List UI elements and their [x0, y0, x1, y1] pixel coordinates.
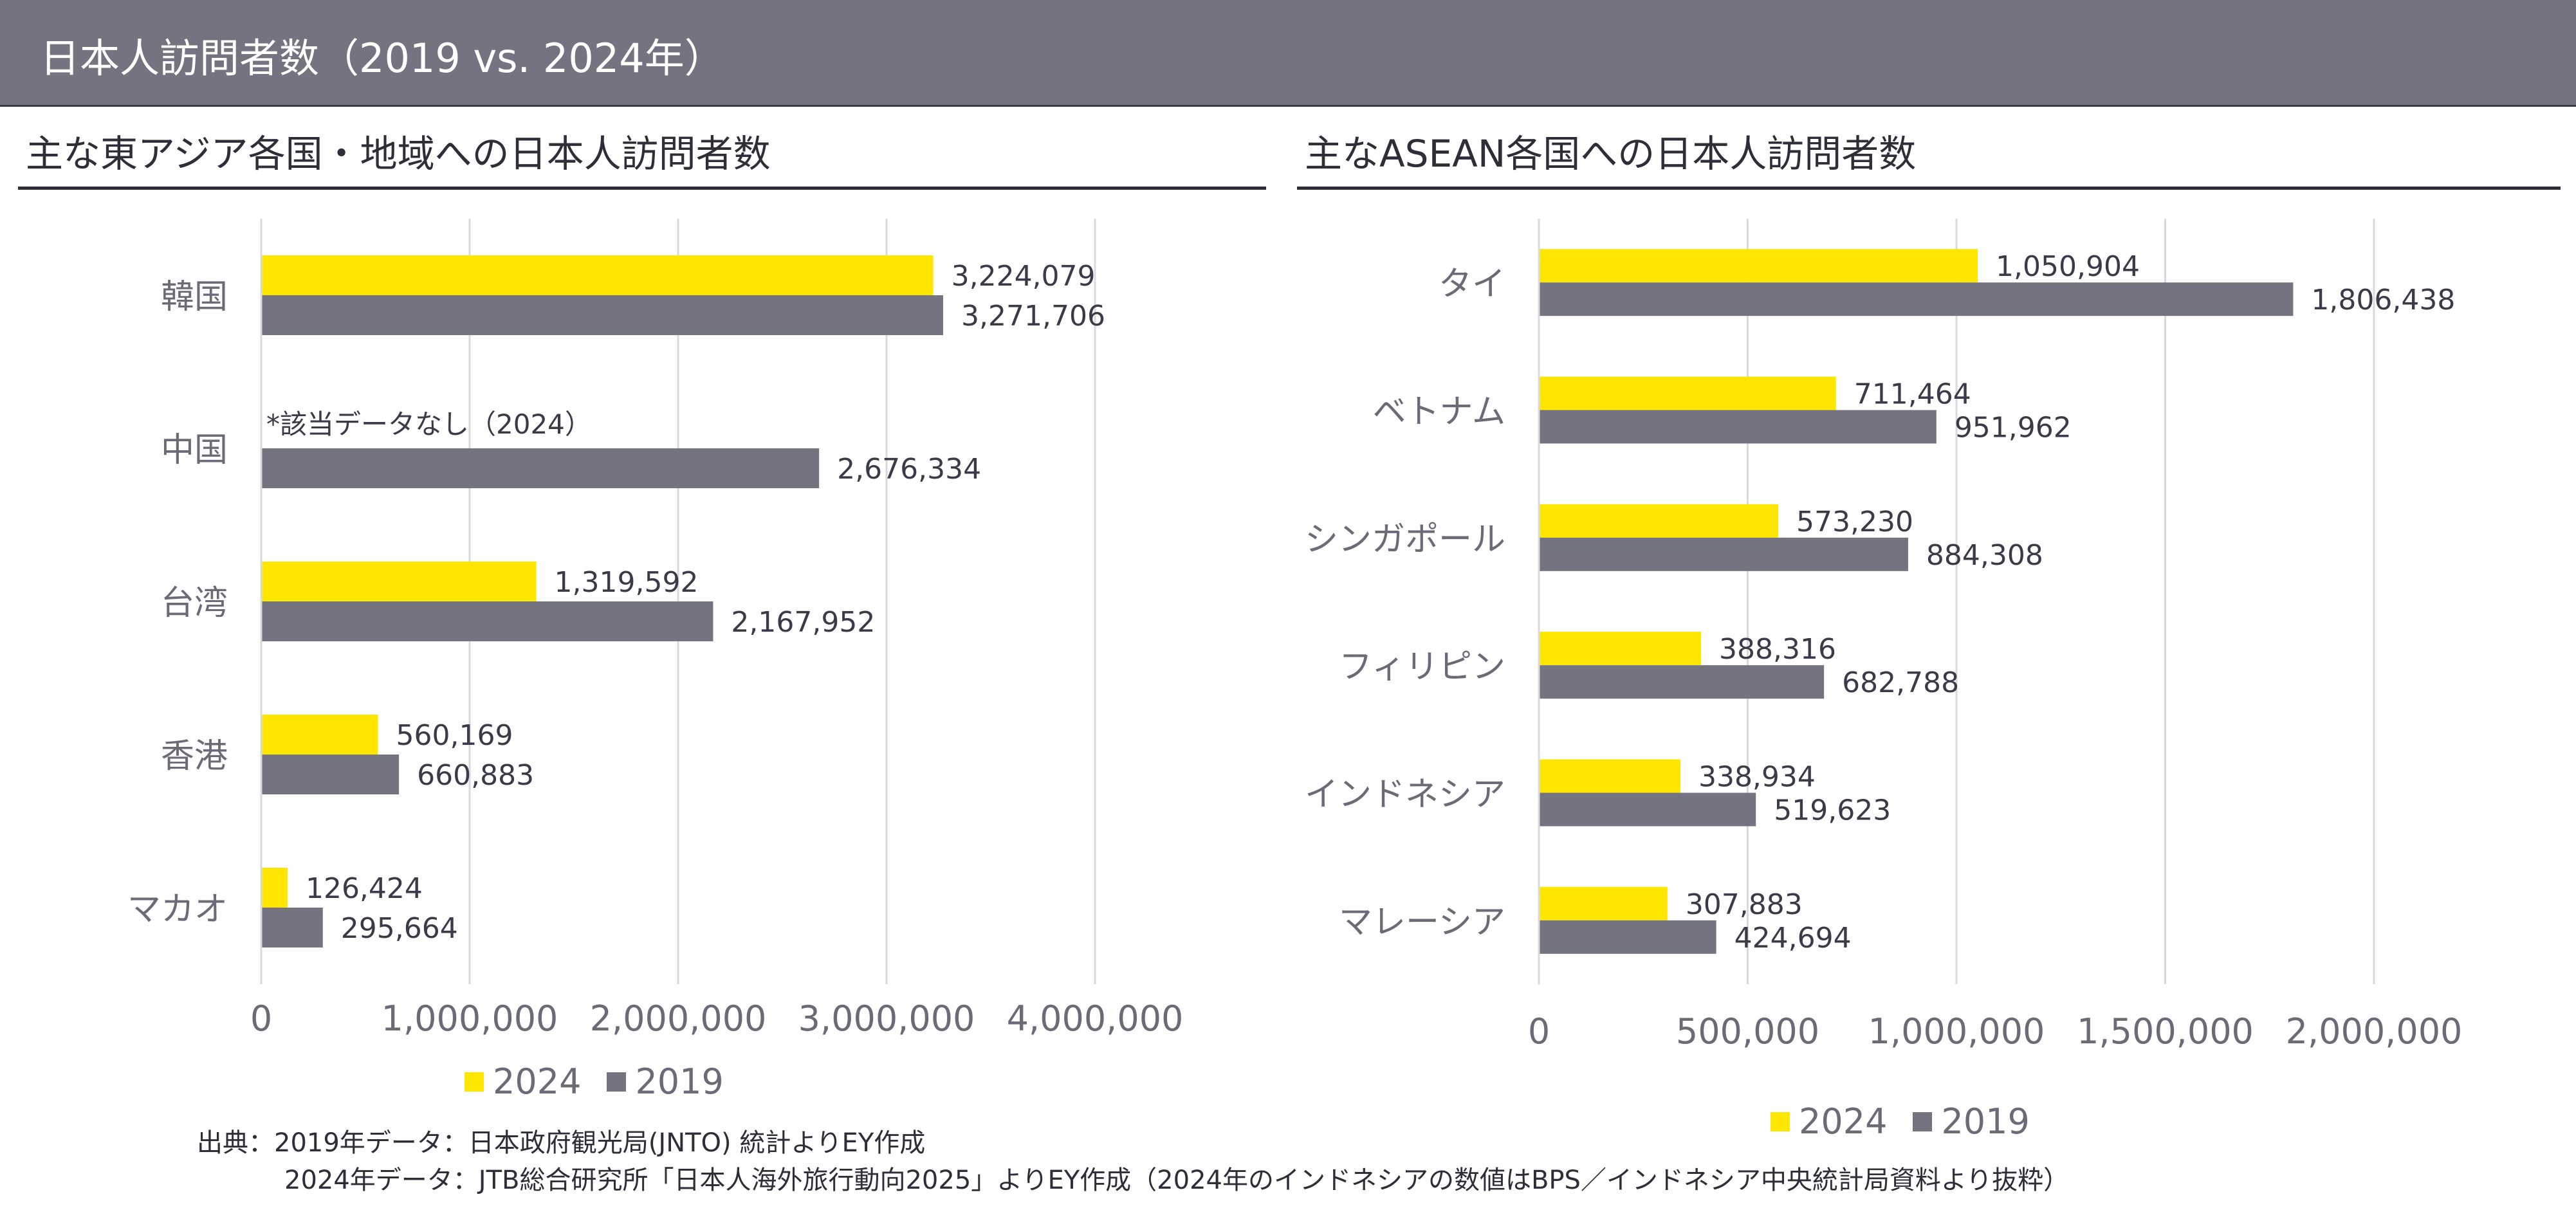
data-label-2019: 660,883 [417, 759, 534, 792]
bar-2024 [1539, 886, 1668, 920]
data-label-2019: 519,623 [1774, 794, 1891, 827]
bar-2024 [261, 255, 934, 295]
data-label-2024: 338,934 [1698, 761, 1816, 794]
page-title: 日本人訪問者数（2019 vs. 2024年） [40, 35, 724, 82]
bar-2019 [261, 601, 713, 641]
no-data-annotation: *該当データなし（2024） [266, 408, 592, 440]
bar-2024 [1539, 504, 1779, 538]
legend-label-2019: 2019 [635, 1061, 724, 1102]
category-label: 香港 [161, 737, 228, 776]
source-line-2: 2024年データ：JTB総合研究所「日本人海外旅行動向2025」よりEY作成（2… [284, 1166, 2070, 1195]
data-label-2024: 3,224,079 [952, 260, 1096, 293]
bar-2019 [1539, 920, 1716, 954]
bar-2024 [1539, 632, 1702, 666]
data-label-2024: 560,169 [396, 719, 513, 752]
legend-swatch-2019 [1913, 1112, 1933, 1131]
category-label: タイ [1439, 265, 1505, 304]
x-tick-label: 500,000 [1676, 1011, 1819, 1052]
data-label-2024: 126,424 [306, 872, 423, 905]
left-legend-2019: 2019 [607, 1061, 724, 1102]
bar-2024 [1539, 376, 1836, 410]
legend-swatch-2024 [465, 1072, 484, 1092]
legend-label-2019: 2019 [1941, 1101, 2030, 1142]
category-label: ベトナム [1373, 393, 1505, 432]
bar-2019 [261, 755, 400, 794]
data-label-2019: 3,271,706 [961, 300, 1105, 333]
bar-2019 [261, 908, 323, 947]
right-legend-2024: 2024 [1771, 1101, 1887, 1142]
x-tick-label: 0 [1528, 1011, 1550, 1052]
x-tick-label: 1,000,000 [382, 998, 558, 1039]
data-label-2024: 388,316 [1719, 633, 1836, 666]
bar-2024 [261, 562, 537, 601]
bar-2019 [1539, 410, 1937, 444]
data-label-2019: 2,167,952 [731, 606, 875, 639]
x-tick-label: 1,500,000 [2077, 1011, 2254, 1052]
legend-label-2024: 2024 [1799, 1101, 1888, 1142]
bar-2019 [1539, 282, 2294, 316]
data-label-2024: 1,319,592 [555, 566, 699, 599]
right-chart-subtitle: 主なASEAN各国への日本人訪問者数 [1305, 132, 1917, 176]
x-tick-label: 2,000,000 [590, 998, 767, 1039]
right-legend: 2024 2019 [1771, 1101, 2030, 1142]
data-label-2019: 424,694 [1734, 922, 1852, 955]
bar-2024 [261, 868, 288, 908]
data-label-2024: 711,464 [1854, 378, 1971, 411]
legend-swatch-2019 [607, 1072, 627, 1092]
bar-2024 [1539, 249, 1978, 283]
x-tick-label: 2,000,000 [2286, 1011, 2463, 1052]
category-label: フィリピン [1339, 648, 1505, 686]
category-label: シンガポール [1305, 520, 1505, 559]
data-label-2019: 951,962 [1955, 412, 2072, 444]
right-legend-2019: 2019 [1913, 1101, 2030, 1142]
data-label-2019: 884,308 [1926, 539, 2043, 572]
category-label: インドネシア [1305, 776, 1505, 814]
data-label-2019: 2,676,334 [837, 453, 981, 486]
category-label: 台湾 [161, 584, 228, 623]
category-label: マカオ [127, 890, 228, 929]
left-legend: 2024 2019 [465, 1061, 724, 1102]
data-label-2019: 295,664 [341, 912, 458, 945]
data-label-2024: 307,883 [1686, 888, 1803, 921]
asean-bar-chart: 0 500,000 1,000,000 1,500,000 2,000,000 タイ 1,0… [1305, 219, 2463, 1052]
data-label-2024: 573,230 [1796, 506, 1913, 538]
bar-2019 [261, 295, 944, 335]
x-tick-label: 4,000,000 [1007, 998, 1184, 1039]
x-tick-label: 0 [250, 998, 272, 1039]
legend-label-2024: 2024 [493, 1061, 582, 1102]
left-legend-2024: 2024 [465, 1061, 581, 1102]
category-label: 韓国 [161, 278, 228, 316]
bar-2024 [261, 715, 378, 755]
header-bar: 日本人訪問者数（2019 vs. 2024年） [0, 0, 2576, 107]
bar-2024 [1539, 759, 1680, 793]
x-tick-label: 1,000,000 [1868, 1011, 2045, 1052]
east-asia-bar-chart: 0 1,000,000 2,000,000 3,000,000 4,000,000 韓国 3… [127, 219, 1184, 1039]
data-label-2019: 682,788 [1842, 666, 1959, 699]
category-label: 中国 [161, 431, 228, 470]
left-subtitle-rule [18, 187, 1266, 190]
bar-2019 [261, 448, 820, 488]
data-label-2019: 1,806,438 [2311, 284, 2455, 316]
data-label-2024: 1,050,904 [1996, 250, 2140, 283]
bar-2019 [1539, 792, 1756, 827]
legend-swatch-2024 [1771, 1112, 1790, 1131]
category-label: マレーシア [1339, 903, 1505, 942]
source-line-1: 出典：2019年データ：日本政府観光局(JNTO) 統計よりEY作成 [197, 1128, 926, 1158]
right-subtitle-rule [1297, 187, 2561, 190]
bar-2019 [1539, 537, 1908, 571]
left-chart-subtitle: 主な東アジア各国・地域への日本人訪問者数 [26, 132, 771, 176]
x-tick-label: 3,000,000 [798, 998, 975, 1039]
bar-2019 [1539, 665, 1825, 699]
